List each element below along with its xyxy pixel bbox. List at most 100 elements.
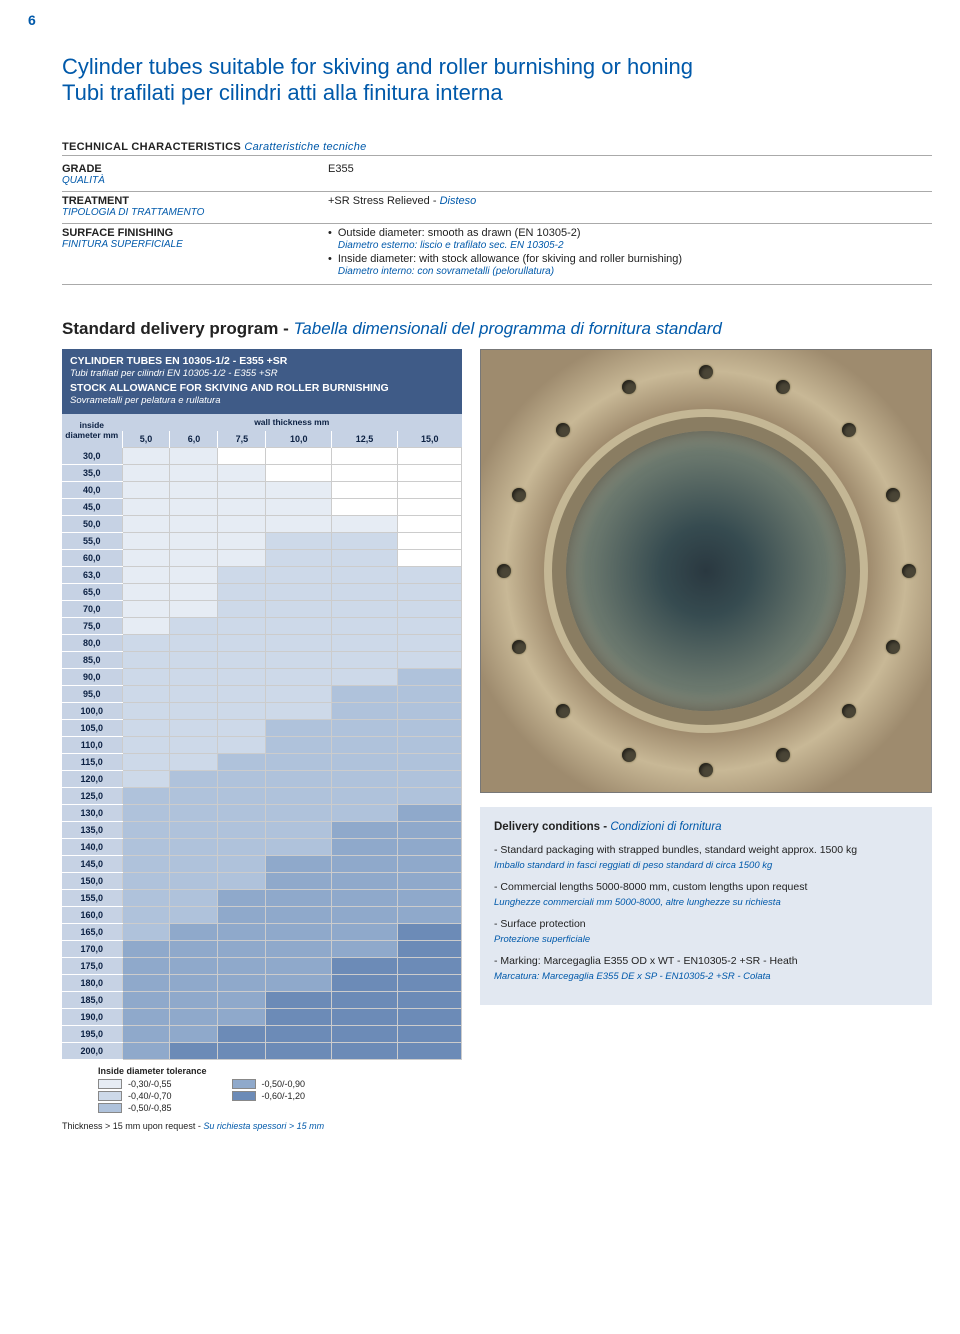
grid-cell — [122, 805, 170, 822]
legend-label: -0,50/-0,85 — [128, 1103, 172, 1113]
grid-cell — [332, 941, 398, 958]
grid-cell — [218, 941, 266, 958]
grid-cell — [266, 516, 332, 533]
grid-cell — [397, 992, 461, 1009]
table-title2: Tubi trafilati per cilindri EN 10305-1/2… — [70, 368, 454, 380]
grid-cell — [397, 499, 461, 516]
grid-cell — [397, 924, 461, 941]
grid-cell — [332, 839, 398, 856]
grid-cell — [266, 533, 332, 550]
grid-cell — [218, 652, 266, 669]
legend-label: -0,30/-0,55 — [128, 1079, 172, 1089]
grid-cell — [397, 890, 461, 907]
diameter-cell: 40,0 — [62, 482, 122, 499]
finishing-b1-en: Outside diameter: smooth as drawn (EN 10… — [338, 227, 581, 239]
diameter-cell: 60,0 — [62, 550, 122, 567]
grid-cell — [170, 907, 218, 924]
diameter-cell: 180,0 — [62, 975, 122, 992]
tech-header-en: TECHNICAL CHARACTERISTICS — [62, 141, 241, 153]
grid-cell — [170, 686, 218, 703]
legend-label: -0,60/-1,20 — [262, 1091, 306, 1101]
grid-cell — [266, 465, 332, 482]
grid-cell — [332, 754, 398, 771]
legend-label: -0,40/-0,70 — [128, 1091, 172, 1101]
grid-cell — [332, 618, 398, 635]
grid-cell — [170, 482, 218, 499]
delivery-item: - Surface protection Protezione superfici… — [494, 917, 918, 946]
grid-cell — [218, 720, 266, 737]
grid-cell — [332, 482, 398, 499]
grid-cell — [170, 669, 218, 686]
grid-cell — [122, 465, 170, 482]
col-header: 7,5 — [218, 431, 266, 448]
grid-cell — [266, 618, 332, 635]
grid-cell — [266, 1043, 332, 1060]
treatment-value-it: Disteso — [440, 195, 477, 207]
flange-bolt — [776, 380, 790, 394]
grid-cell — [218, 805, 266, 822]
grid-cell — [122, 992, 170, 1009]
grid-cell — [218, 839, 266, 856]
grid-cell — [332, 890, 398, 907]
flange-bolt — [622, 380, 636, 394]
grid-cell — [218, 567, 266, 584]
diameter-cell: 50,0 — [62, 516, 122, 533]
diameter-cell: 75,0 — [62, 618, 122, 635]
tech-header-it: Caratteristiche tecniche — [244, 141, 366, 153]
treatment-label-en: TREATMENT — [62, 195, 328, 207]
grid-cell — [218, 924, 266, 941]
grid-cell — [218, 958, 266, 975]
grid-cell — [170, 754, 218, 771]
col-header: 10,0 — [266, 431, 332, 448]
subheading-it: Tabella dimensionali del programma di fo… — [293, 319, 721, 338]
diameter-cell: 63,0 — [62, 567, 122, 584]
grid-cell — [170, 584, 218, 601]
grid-cell — [122, 601, 170, 618]
grid-cell — [332, 924, 398, 941]
grid-cell — [397, 533, 461, 550]
diameter-cell: 135,0 — [62, 822, 122, 839]
grid-cell — [397, 1026, 461, 1043]
delivery-item-en: - Surface protection — [494, 918, 586, 930]
grid-cell — [397, 839, 461, 856]
grid-cell — [332, 958, 398, 975]
diameter-cell: 145,0 — [62, 856, 122, 873]
grid-cell — [122, 567, 170, 584]
diameter-cell: 150,0 — [62, 873, 122, 890]
grid-cell — [218, 873, 266, 890]
diameter-cell: 200,0 — [62, 1043, 122, 1060]
grid-cell — [122, 618, 170, 635]
grid-cell — [266, 635, 332, 652]
legend-swatch — [232, 1079, 256, 1089]
grid-cell — [218, 788, 266, 805]
grid-cell — [266, 669, 332, 686]
delivery-item: - Commercial lengths 5000-8000 mm, custo… — [494, 880, 918, 909]
col-header: 6,0 — [170, 431, 218, 448]
grid-cell — [170, 618, 218, 635]
grid-cell — [218, 822, 266, 839]
col-header: 12,5 — [332, 431, 398, 448]
flange-bolt — [512, 640, 526, 654]
grid-cell — [122, 533, 170, 550]
legend: Inside diameter tolerance -0,30/-0,55-0,… — [62, 1066, 462, 1113]
grid-cell — [170, 771, 218, 788]
footnote-it: Su richiesta spessori > 15 mm — [203, 1121, 324, 1131]
grid-cell — [218, 703, 266, 720]
grid-cell — [122, 873, 170, 890]
diameter-cell: 105,0 — [62, 720, 122, 737]
grid-cell — [122, 822, 170, 839]
flange-bolt — [556, 704, 570, 718]
legend-item: -0,40/-0,70 — [98, 1091, 172, 1101]
grid-cell — [332, 550, 398, 567]
flange-bolt — [842, 704, 856, 718]
grid-cell — [266, 805, 332, 822]
grid-cell — [397, 1009, 461, 1026]
grid-cell — [218, 499, 266, 516]
delivery-item-it: Protezione superficiale — [494, 933, 918, 947]
grid-cell — [122, 1026, 170, 1043]
grid-cell — [332, 601, 398, 618]
table-title3: STOCK ALLOWANCE FOR SKIVING AND ROLLER B… — [70, 382, 454, 396]
grid-cell — [218, 465, 266, 482]
grid-cell — [170, 924, 218, 941]
diameter-cell: 115,0 — [62, 754, 122, 771]
